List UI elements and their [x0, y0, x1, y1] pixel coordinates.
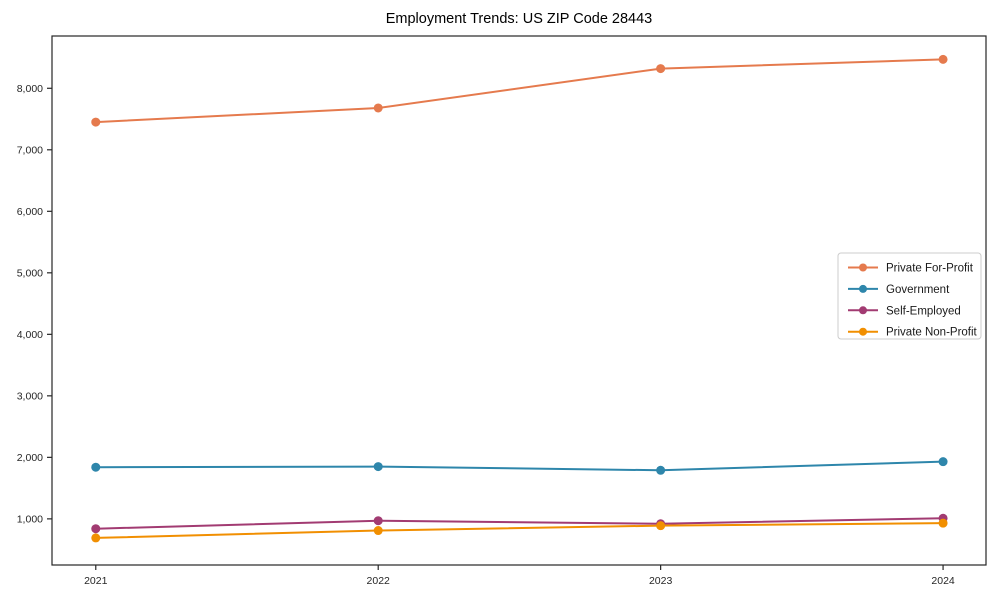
- series-line-private-for-profit: [95, 58, 944, 124]
- x-tick-label: 2024: [931, 575, 955, 587]
- x-tick-label: 2021: [84, 575, 108, 587]
- y-tick-label: 7,000: [17, 144, 43, 156]
- y-tick-label: 5,000: [17, 267, 43, 279]
- legend-label: Self-Employed: [886, 305, 961, 317]
- legend-item-private-non-profit: Private Non-Profit: [848, 327, 978, 339]
- series-line-private-non-profit: [95, 522, 944, 539]
- data-point-private-for-profit-2024: [938, 54, 948, 64]
- plot-frame: [51, 35, 987, 566]
- y-tick-label: 6,000: [17, 206, 43, 218]
- data-point-private-for-profit-2023: [656, 64, 666, 74]
- chart-title: Employment Trends: US ZIP Code 28443: [386, 11, 653, 27]
- data-point-self-employed-2021: [91, 524, 101, 534]
- data-point-government-2021: [91, 462, 101, 472]
- data-point-government-2024: [938, 457, 948, 467]
- legend: Private For-Profit Government Self-Employe…: [837, 252, 982, 340]
- y-tick-label: 3,000: [17, 390, 43, 402]
- legend-marker: [859, 263, 867, 272]
- legend-label: Government: [886, 284, 950, 296]
- plot-area: 1,000 2,000 3,000 4,000 5,000 6,000 7,000 8,000…: [17, 35, 987, 587]
- legend-item-private-for-profit: Private For-Profit: [848, 263, 974, 275]
- series-line-self-employed: [95, 517, 944, 530]
- y-tick-label: 1,000: [17, 513, 43, 525]
- series-line-government: [95, 460, 944, 472]
- data-point-private-non-profit-2022: [373, 526, 383, 536]
- data-point-self-employed-2022: [373, 516, 383, 526]
- y-tick-label: 4,000: [17, 329, 43, 341]
- legend-marker: [859, 284, 867, 293]
- legend-label: Private For-Profit: [886, 263, 974, 275]
- legend-marker: [859, 327, 867, 336]
- data-point-private-non-profit-2021: [91, 533, 101, 543]
- legend-item-government: Government: [848, 284, 950, 296]
- data-point-private-for-profit-2021: [91, 117, 101, 127]
- x-tick-label: 2023: [649, 575, 673, 587]
- data-point-private-non-profit-2024: [938, 518, 948, 528]
- y-tick-label: 2,000: [17, 452, 43, 464]
- y-tick-label: 8,000: [17, 83, 43, 95]
- legend-label: Private Non-Profit: [886, 327, 978, 339]
- legend-marker: [859, 306, 867, 315]
- data-point-private-non-profit-2023: [656, 521, 666, 531]
- x-tick-label: 2022: [367, 575, 391, 587]
- data-point-government-2022: [373, 462, 383, 472]
- data-point-private-for-profit-2022: [373, 103, 383, 113]
- legend-frame: [837, 252, 982, 340]
- data-point-government-2023: [656, 465, 666, 475]
- legend-item-self-employed: Self-Employed: [848, 305, 961, 317]
